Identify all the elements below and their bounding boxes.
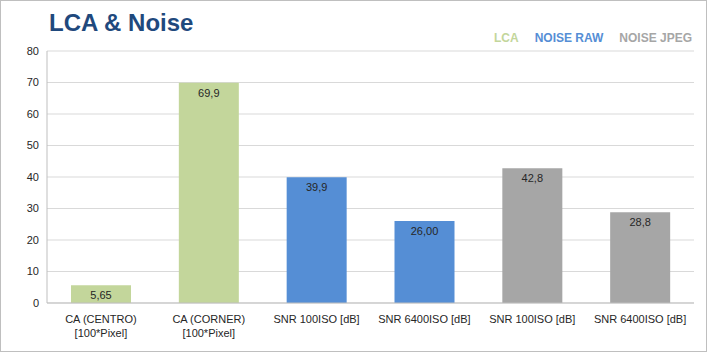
svg-text:30: 30 <box>27 202 39 214</box>
svg-text:70: 70 <box>27 76 39 88</box>
svg-text:50: 50 <box>27 139 39 151</box>
svg-text:28,8: 28,8 <box>629 216 650 228</box>
svg-text:SNR 6400ISO [dB]: SNR 6400ISO [dB] <box>378 313 470 325</box>
svg-text:69,9: 69,9 <box>198 87 219 99</box>
svg-text:SNR 100ISO [dB]: SNR 100ISO [dB] <box>273 313 359 325</box>
svg-text:26,00: 26,00 <box>411 225 439 237</box>
html-text:NOISE JPEG: NOISE JPEG <box>619 31 692 45</box>
svg-text:10: 10 <box>27 265 39 277</box>
svg-text:60: 60 <box>27 108 39 120</box>
svg-text:40: 40 <box>27 171 39 183</box>
svg-text:SNR 6400ISO [dB]: SNR 6400ISO [dB] <box>594 313 686 325</box>
svg-text:80: 80 <box>27 45 39 57</box>
svg-text:SNR 100ISO [dB]: SNR 100ISO [dB] <box>489 313 575 325</box>
html-text:LCA: LCA <box>494 31 519 45</box>
svg-text:5,65: 5,65 <box>90 289 111 301</box>
html-text:LCA & Noise: LCA & Noise <box>49 9 194 36</box>
svg-text:39,9: 39,9 <box>306 181 327 193</box>
svg-text:42,8: 42,8 <box>522 172 543 184</box>
html-text:NOISE RAW: NOISE RAW <box>534 31 604 45</box>
svg-text:0: 0 <box>33 297 39 309</box>
svg-text:CA (CENTRO)[100*Pixel]: CA (CENTRO)[100*Pixel] <box>65 313 136 339</box>
svg-text:20: 20 <box>27 234 39 246</box>
svg-text:CA (CORNER)[100*Pixel]: CA (CORNER)[100*Pixel] <box>172 313 245 339</box>
